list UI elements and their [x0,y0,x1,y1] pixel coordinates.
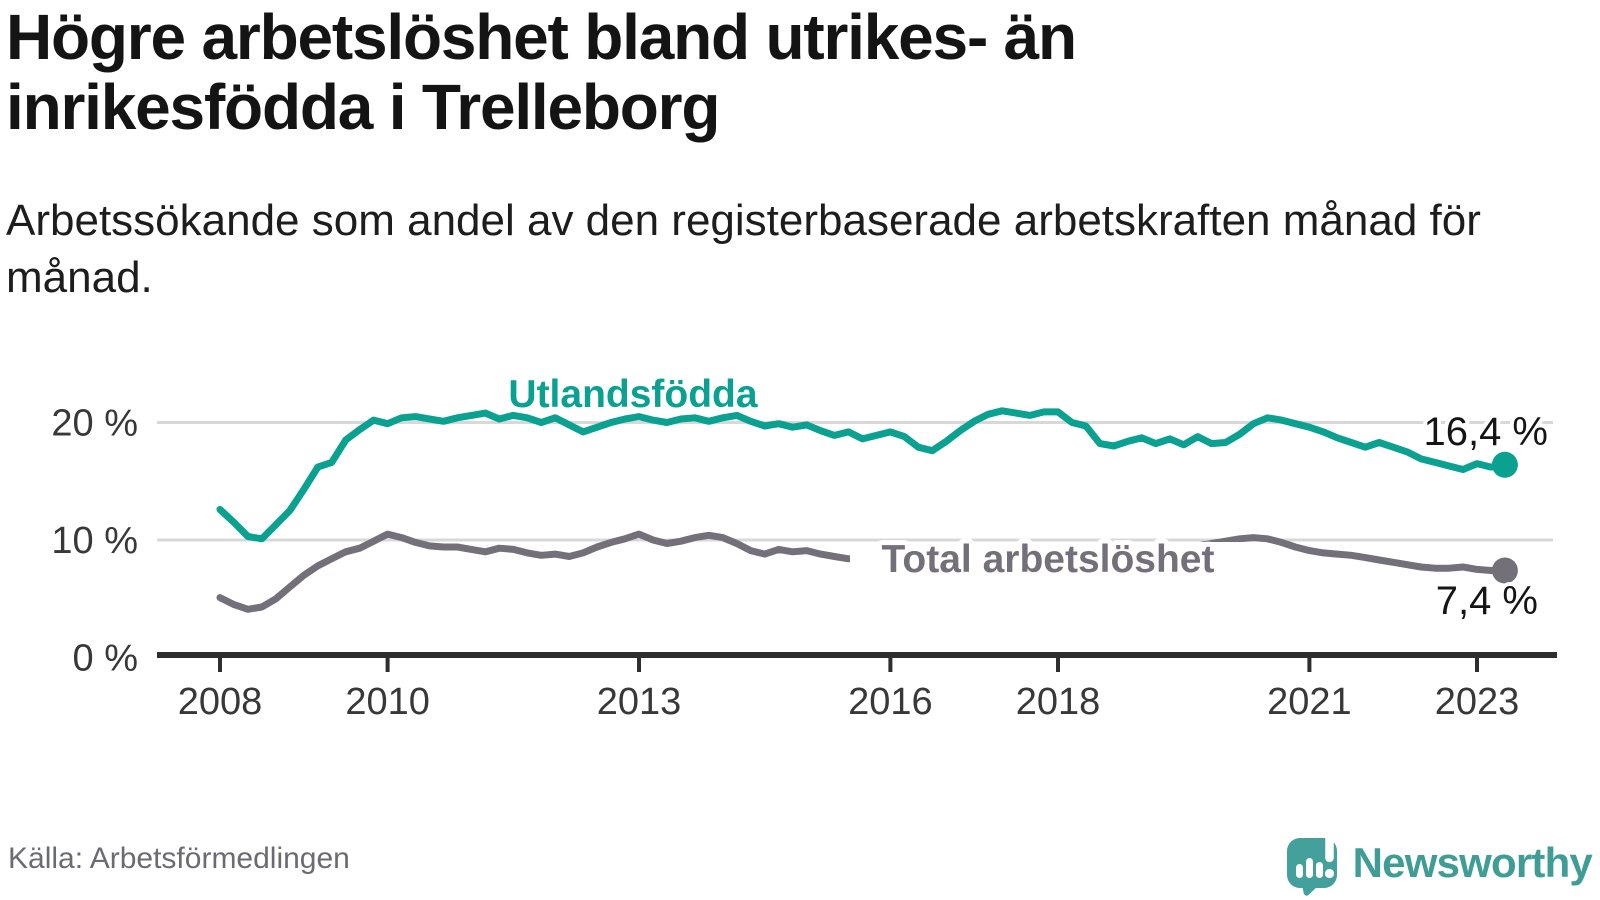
x-axis-tick-label: 2021 [1267,681,1352,723]
x-axis-tick-label: 2008 [178,681,263,723]
x-axis-tick-label: 2016 [848,681,933,723]
newsworthy-logo: Newsworthy [1286,833,1593,897]
x-axis-ticks [218,652,1479,672]
newsworthy-icon [1286,833,1337,896]
foreign-born-end-value: 16,4 % [1423,410,1548,454]
x-axis-tick-label: 2023 [1435,681,1520,723]
total-end-dot [1491,557,1518,584]
foreign-born-end-dot [1491,451,1518,478]
x-axis-tick-label: 2010 [345,681,430,723]
total-series-label: Total arbetslöshet [881,538,1214,581]
total-end-value: 7,4 % [1436,579,1538,623]
total-label-backdrop [850,542,1246,582]
x-axis-tick-label: 2013 [597,681,682,723]
foreign-born-line [216,407,1509,543]
source-note: Källa: Arbetsförmedlingen [8,842,350,875]
newsworthy-wordmark: Newsworthy [1352,839,1593,886]
y-axis-tick-label: 0 % [73,638,138,680]
foreign-born-series-label: Utlandsfödda [508,373,757,416]
x-axis-tick-label: 2018 [1016,681,1101,723]
page-title: Högre arbetslöshet bland utrikes- än inr… [6,1,1077,144]
page-subtitle: Arbetssökande som andel av den registerb… [6,196,1481,303]
y-axis-tick-label: 20 % [51,403,138,445]
y-axis-labels: 20 % 10 % 0 % [51,403,138,680]
x-axis-labels: 2008 2010 2013 2016 2018 2021 2023 [178,681,1520,723]
y-axis-tick-label: 10 % [51,520,138,562]
